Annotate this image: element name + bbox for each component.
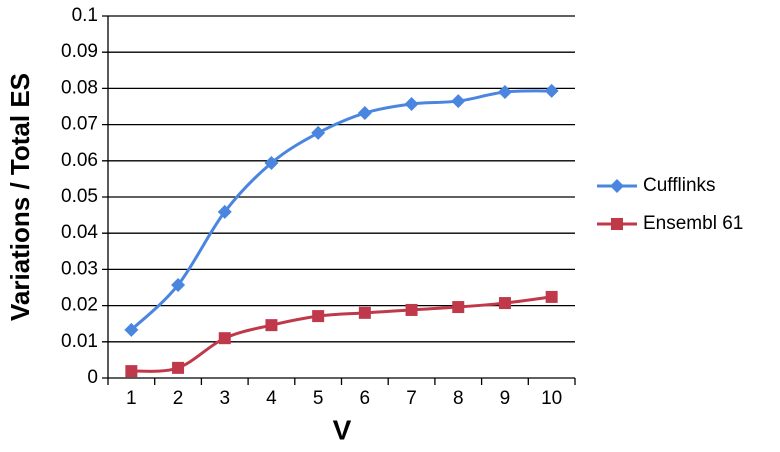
y-tick-label: 0.09 (61, 41, 98, 62)
x-tick-label: 7 (406, 388, 417, 409)
line (130, 89, 552, 331)
marker (610, 179, 624, 193)
x-tick-label: 8 (453, 388, 464, 409)
line (131, 295, 552, 373)
marker (404, 96, 419, 111)
legend-label: Cufflinks (643, 175, 716, 196)
marker (545, 290, 558, 303)
legend-label: Ensembl 61 (643, 213, 743, 234)
x-tick-label: 1 (126, 388, 137, 409)
marker (312, 310, 325, 323)
marker (357, 106, 372, 121)
marker (217, 204, 232, 219)
marker (451, 94, 466, 109)
marker (218, 332, 231, 345)
y-tick-label: 0 (87, 367, 98, 388)
marker (611, 218, 623, 230)
marker (498, 297, 511, 310)
x-tick-label: 5 (313, 388, 324, 409)
marker (358, 306, 371, 319)
x-tick-label: 3 (219, 388, 230, 409)
marker (452, 301, 465, 314)
x-tick-label: 2 (173, 388, 184, 409)
y-tick-label: 0.06 (61, 150, 98, 171)
marker (311, 125, 326, 140)
marker (544, 83, 559, 98)
x-tick-label: 9 (500, 388, 511, 409)
y-tick-label: 0.01 (61, 331, 98, 352)
x-tick-label: 4 (266, 388, 277, 409)
y-tick-label: 0.02 (61, 295, 98, 316)
marker (497, 85, 512, 100)
y-tick-label: 0.04 (61, 222, 98, 243)
y-tick-label: 0.1 (72, 5, 98, 26)
marker (172, 361, 185, 374)
marker (171, 277, 186, 292)
y-tick-label: 0.05 (61, 186, 98, 207)
marker (264, 155, 279, 170)
x-tick-label: 10 (541, 388, 562, 409)
x-tick-label: 6 (360, 388, 371, 409)
x-axis-label: V (333, 414, 352, 445)
y-tick-label: 0.08 (61, 77, 98, 98)
marker (405, 303, 418, 316)
y-axis-label: Variations / Total ES (5, 73, 35, 321)
marker (124, 322, 139, 337)
y-tick-label: 0.07 (61, 114, 98, 135)
marker (265, 319, 278, 332)
marker (125, 365, 138, 378)
y-tick-label: 0.03 (61, 258, 98, 279)
